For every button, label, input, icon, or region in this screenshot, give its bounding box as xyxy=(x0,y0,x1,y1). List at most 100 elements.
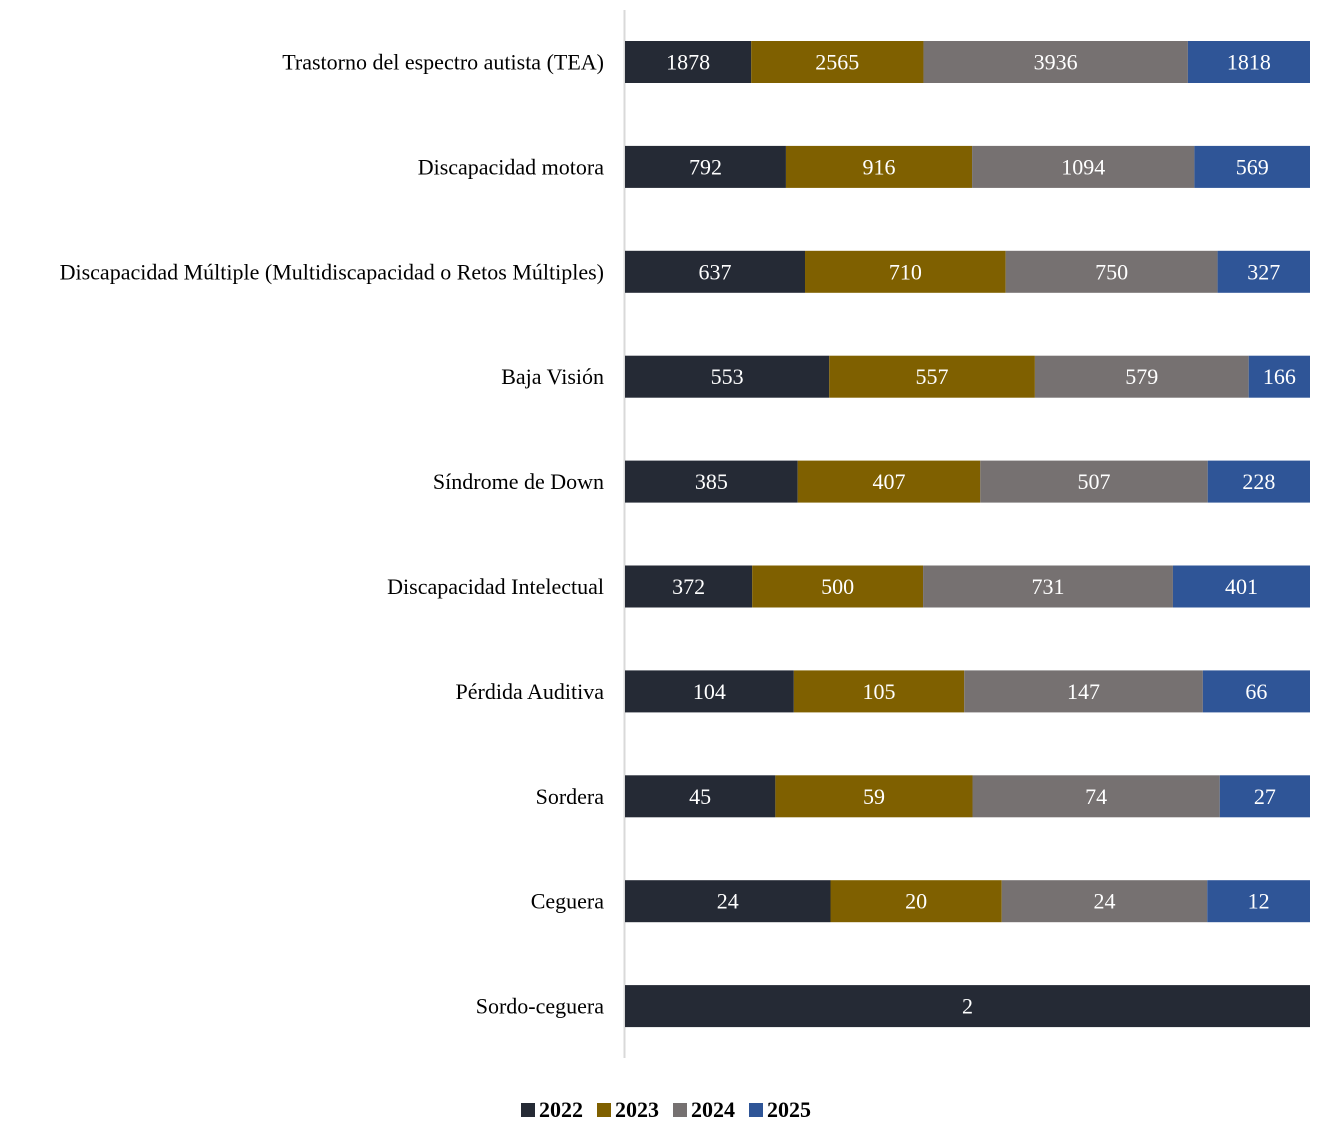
data-label: 637 xyxy=(699,259,732,284)
data-label: 66 xyxy=(1245,679,1267,704)
legend-item-2024: 2024 xyxy=(673,1097,735,1123)
bar-segment-2022 xyxy=(625,670,794,713)
bar-segment-2022 xyxy=(625,460,798,503)
data-label: 147 xyxy=(1067,679,1100,704)
category-label: Discapacidad motora xyxy=(418,154,605,179)
bar-segment-2023 xyxy=(829,355,1035,398)
data-label: 1094 xyxy=(1061,154,1105,179)
data-label: 2565 xyxy=(815,50,859,75)
category-label: Baja Visión xyxy=(501,364,604,389)
data-label: 385 xyxy=(695,469,728,494)
bar-segment-2025 xyxy=(1248,355,1310,398)
data-label: 12 xyxy=(1248,889,1270,914)
bar-segment-2024 xyxy=(972,145,1195,188)
data-label: 327 xyxy=(1247,259,1280,284)
bar-segment-2025 xyxy=(1194,145,1310,188)
legend-item-2025: 2025 xyxy=(749,1097,811,1123)
data-label: 731 xyxy=(1031,574,1064,599)
legend: 2022 2023 2024 2025 xyxy=(0,1092,1320,1128)
bar-segment-2024 xyxy=(980,460,1208,503)
bars-group: 1878 2565 3936 1818 792 916 1094 569 637 710 750 32… xyxy=(625,41,1310,1028)
bar-segment-2023 xyxy=(751,41,924,83)
data-label: 372 xyxy=(672,574,705,599)
data-label: 166 xyxy=(1263,364,1296,389)
legend-swatch xyxy=(521,1103,535,1117)
legend-swatch xyxy=(673,1103,687,1117)
data-label: 74 xyxy=(1085,784,1107,809)
bar-segment-2025 xyxy=(1219,775,1310,818)
legend-label: 2024 xyxy=(691,1097,735,1122)
data-label: 569 xyxy=(1236,154,1269,179)
bar-segment-2024 xyxy=(923,565,1173,608)
category-label: Síndrome de Down xyxy=(433,469,604,494)
bar-segment-2024 xyxy=(1001,880,1208,923)
category-label: Sordera xyxy=(536,784,605,809)
data-label: 3936 xyxy=(1034,50,1078,75)
data-label: 27 xyxy=(1254,784,1276,809)
bar-segment-2024 xyxy=(972,775,1220,818)
bar-segment-2022 xyxy=(625,775,776,818)
bar-segment-2023 xyxy=(830,880,1002,923)
bar-segment-2023 xyxy=(805,250,1006,293)
bar-segment-2025 xyxy=(1172,565,1310,608)
bar-segment-2025 xyxy=(1217,250,1310,293)
legend-label: 2022 xyxy=(539,1097,583,1122)
bar-segment-2023 xyxy=(775,775,973,818)
data-label: 104 xyxy=(693,679,726,704)
legend-item-2022: 2022 xyxy=(521,1097,583,1123)
legend-item-2023: 2023 xyxy=(597,1097,659,1123)
bar-segment-2024 xyxy=(923,41,1188,83)
data-label: 407 xyxy=(872,469,905,494)
data-label: 59 xyxy=(863,784,885,809)
bar-segment-2022 xyxy=(625,355,830,398)
category-label: Discapacidad Múltiple (Multidiscapacidad… xyxy=(60,259,604,284)
bar-segment-2022 xyxy=(625,41,752,83)
bar-segment-2025 xyxy=(1207,880,1310,923)
stacked-bar-chart: 1878 2565 3936 1818 792 916 1094 569 637 710 750 32… xyxy=(60,10,1310,1058)
bar-segment-2025 xyxy=(1187,41,1310,83)
data-label: 710 xyxy=(889,259,922,284)
bar-segment-2023 xyxy=(752,565,924,608)
data-label: 507 xyxy=(1078,469,1111,494)
category-label: Discapacidad Intelectual xyxy=(387,574,604,599)
category-label: Sordo-ceguera xyxy=(476,994,605,1019)
bar-segment-2023 xyxy=(797,460,981,503)
bar-segment-2022 xyxy=(625,985,1310,1028)
bar-segment-2024 xyxy=(1005,250,1218,293)
data-label: 24 xyxy=(717,889,739,914)
data-label: 24 xyxy=(1094,889,1116,914)
data-label: 557 xyxy=(916,364,949,389)
data-label: 45 xyxy=(689,784,711,809)
bar-segment-2023 xyxy=(793,670,965,713)
category-labels: Trastorno del espectro autista (TEA) Disc… xyxy=(60,50,605,1019)
data-label: 553 xyxy=(711,364,744,389)
category-label: Ceguera xyxy=(531,889,605,914)
bar-segment-2025 xyxy=(1207,460,1310,503)
category-label: Pérdida Auditiva xyxy=(456,679,605,704)
bar-segment-2023 xyxy=(785,145,973,188)
data-label: 20 xyxy=(905,889,927,914)
data-label: 916 xyxy=(863,154,896,179)
data-label: 792 xyxy=(689,154,722,179)
data-label: 2 xyxy=(962,994,973,1019)
data-label: 500 xyxy=(821,574,854,599)
legend-label: 2023 xyxy=(615,1097,659,1122)
data-label: 579 xyxy=(1125,364,1158,389)
bar-segment-2025 xyxy=(1202,670,1310,713)
bar-segment-2022 xyxy=(625,880,831,923)
category-label: Trastorno del espectro autista (TEA) xyxy=(282,50,604,75)
bar-segment-2022 xyxy=(625,250,806,293)
bar-segment-2022 xyxy=(625,565,753,608)
data-label: 750 xyxy=(1095,259,1128,284)
legend-swatch xyxy=(597,1103,611,1117)
data-label: 401 xyxy=(1225,574,1258,599)
legend-swatch xyxy=(749,1103,763,1117)
bar-segment-2024 xyxy=(964,670,1203,713)
data-label: 228 xyxy=(1242,469,1275,494)
bar-segment-2024 xyxy=(1034,355,1249,398)
data-label: 1878 xyxy=(666,50,710,75)
data-label: 1818 xyxy=(1227,50,1271,75)
bar-segment-2022 xyxy=(625,145,786,188)
data-label: 105 xyxy=(863,679,896,704)
legend-label: 2025 xyxy=(767,1097,811,1122)
